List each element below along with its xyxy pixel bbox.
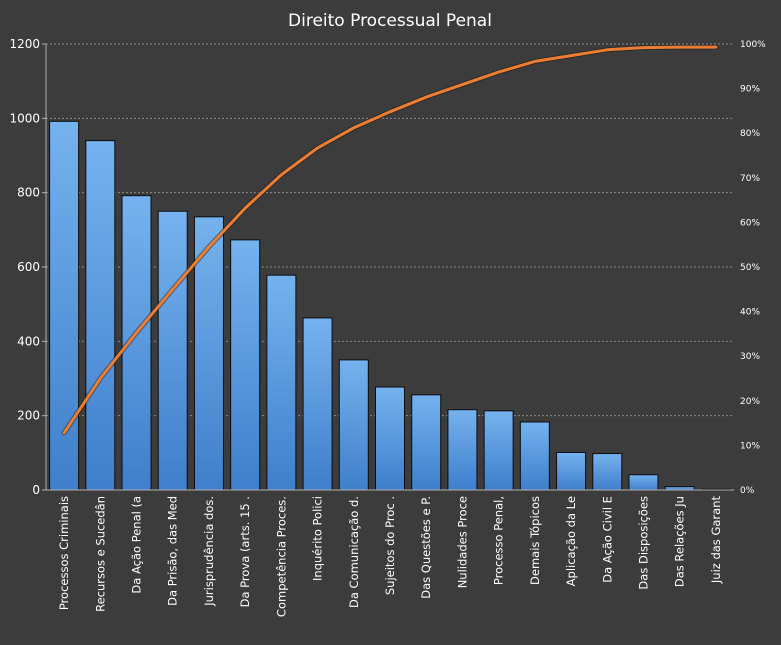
y2-tick-label: 100%	[740, 40, 766, 50]
bar	[593, 454, 622, 490]
bar	[267, 275, 296, 490]
y-tick-label: 800	[17, 186, 40, 200]
y2-tick-label: 0%	[740, 486, 755, 496]
y2-tick-label: 50%	[740, 263, 760, 273]
bar	[412, 395, 441, 490]
category-label: Processo Penal,	[492, 496, 506, 585]
category-label: Da Ação Civil E	[600, 496, 614, 583]
bar	[303, 318, 332, 490]
category-label: Demais Tópicos	[528, 496, 542, 585]
category-label: Da Ação Penal (a	[130, 496, 144, 594]
category-label: Inquérito Polici	[311, 496, 325, 581]
y-tick-label: 0	[32, 483, 40, 497]
y-tick-label: 600	[17, 260, 40, 274]
bar	[376, 387, 405, 490]
y-tick-label: 200	[17, 409, 40, 423]
category-label: Competência Proces.	[274, 496, 288, 617]
category-label: Sujeitos do Proc .	[383, 496, 397, 595]
category-label: Da Comunicação d.	[347, 496, 361, 608]
bar	[448, 410, 477, 490]
category-label: Das Relações Ju	[673, 496, 687, 587]
y2-tick-label: 40%	[740, 308, 760, 318]
bar	[665, 487, 694, 490]
y-tick-label: 1000	[9, 111, 40, 125]
bar	[484, 411, 513, 490]
y2-tick-label: 80%	[740, 129, 760, 139]
bar	[158, 211, 187, 490]
bar	[339, 360, 368, 490]
category-label: Da Prisão, das Med	[166, 496, 180, 606]
bar	[231, 240, 260, 490]
category-label: Nulidades Proce	[455, 496, 469, 588]
bar	[86, 141, 115, 490]
bar	[520, 422, 549, 490]
y-tick-label: 400	[17, 334, 40, 348]
bar	[557, 452, 586, 490]
category-label: Processos Criminais	[57, 496, 71, 610]
category-label: Recursos e Sucedân	[93, 496, 107, 612]
y2-tick-label: 70%	[740, 174, 760, 184]
y2-tick-label: 90%	[740, 85, 760, 95]
chart-title: Direito Processual Penal	[288, 11, 492, 31]
y-tick-label: 1200	[9, 37, 40, 51]
y2-tick-label: 20%	[740, 397, 760, 407]
category-label: Da Prova (arts. 15 .	[238, 496, 252, 607]
category-label: Juiz das Garant	[709, 496, 723, 585]
category-label: Jurisprudência dos.	[202, 496, 216, 607]
category-label: Das Disposições	[637, 496, 651, 590]
category-label: Das Questões e P.	[419, 496, 433, 599]
y2-tick-label: 30%	[740, 352, 760, 362]
bar	[629, 475, 658, 490]
category-label: Aplicação da Le	[564, 496, 578, 586]
y2-tick-label: 10%	[740, 441, 760, 451]
y2-tick-label: 60%	[740, 218, 760, 228]
